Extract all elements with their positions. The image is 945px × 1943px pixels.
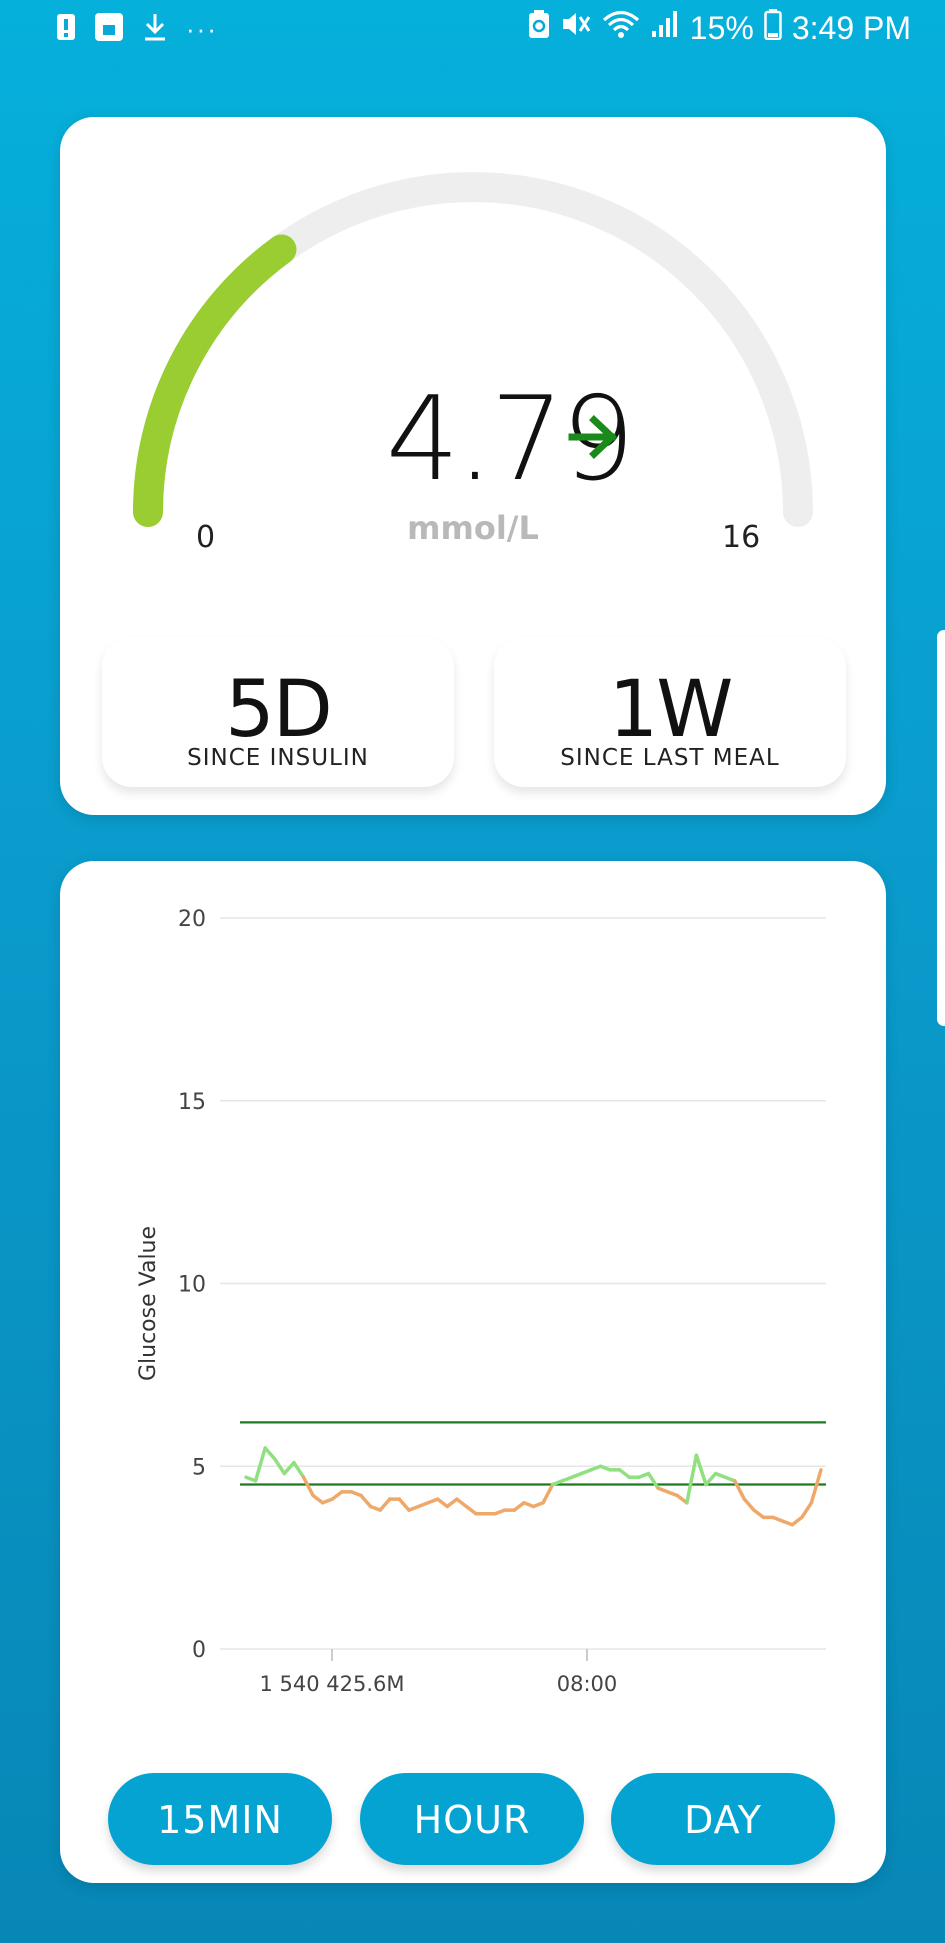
since-insulin-label: SINCE INSULIN (187, 745, 369, 771)
battery-saver-icon (528, 9, 550, 47)
since-meal-label: SINCE LAST MEAL (560, 745, 780, 771)
glucose-line-segment (704, 1471, 718, 1487)
range-15min-button[interactable]: 15MIN (108, 1773, 332, 1865)
glucose-gauge-card: 4.79 mmol/L 0 16 5D SINCE INSULIN 1W SIN… (60, 117, 886, 815)
since-insulin-tile[interactable]: 5D SINCE INSULIN (102, 637, 454, 787)
glucose-gauge (133, 172, 813, 527)
since-meal-value: 1W (608, 665, 734, 755)
edge-panel-handle[interactable] (937, 630, 945, 1026)
since-insulin-value: 5D (225, 665, 333, 755)
glucose-line-segment (263, 1446, 277, 1461)
glucose-line-segment (464, 1504, 478, 1516)
glucose-line-segment (790, 1515, 804, 1527)
y-axis-label: Glucose Value (136, 1226, 161, 1381)
range-hour-button[interactable]: HOUR (360, 1773, 584, 1865)
range-day-button[interactable]: DAY (611, 1773, 835, 1865)
glucose-line-segment (253, 1446, 267, 1483)
signal-icon (650, 9, 680, 47)
glucose-line-segment (397, 1497, 411, 1512)
glucose-line-segment (733, 1479, 747, 1501)
glucose-line-segment (273, 1457, 287, 1476)
glucose-line-segment (809, 1468, 823, 1505)
clock: 3:49 PM (791, 9, 911, 46)
glucose-line-segment (435, 1497, 449, 1509)
glucose-line-segment (752, 1508, 766, 1520)
y-tick-label: 20 (178, 907, 206, 932)
glucose-line-segment (282, 1460, 296, 1476)
glucose-line-segment (541, 1482, 555, 1505)
more-icon: ··· (186, 13, 218, 44)
y-tick-label: 0 (192, 1638, 206, 1663)
battery-icon (764, 8, 782, 48)
glucose-line-segment (378, 1497, 392, 1512)
glucose-chart: 0 5 10 15 20 Glucose Value 1 540 425.6M 08:00 (136, 907, 826, 1696)
glucose-line-segment (685, 1453, 699, 1505)
glucose-line-segment (512, 1501, 526, 1512)
glucose-line-segment (618, 1468, 632, 1479)
since-meal-tile[interactable]: 1W SINCE LAST MEAL (494, 637, 846, 787)
arrow-right-icon (568, 415, 620, 463)
glucose-unit: mmol/L (407, 509, 539, 547)
sim-icon (94, 12, 124, 47)
gauge-fill (133, 234, 297, 527)
glucose-line-segment (675, 1493, 689, 1505)
glucose-line-segment (742, 1497, 756, 1512)
glucose-line-segment (694, 1453, 708, 1487)
glucose-line-segment (646, 1471, 660, 1490)
glucose-line-segment (800, 1501, 814, 1520)
glucose-line-segment (292, 1460, 306, 1479)
glucose-line-segment (455, 1497, 469, 1509)
glucose-chart-card: 0 5 10 15 20 Glucose Value 1 540 425.6M 08:00 1… (60, 861, 886, 1883)
glucose-line-segment (330, 1490, 344, 1501)
x-tick-label: 08:00 (557, 1672, 618, 1696)
y-tick-label: 10 (178, 1273, 206, 1298)
download-icon (142, 12, 168, 47)
alert-icon (56, 13, 76, 46)
gauge-max-label: 16 (722, 520, 761, 555)
glucose-line-segment (301, 1475, 315, 1498)
glucose-line-segment (311, 1493, 325, 1505)
mute-icon (560, 9, 592, 47)
y-tick-label: 15 (178, 1090, 206, 1115)
glucose-line-segment (445, 1497, 459, 1509)
y-tick-label: 5 (192, 1455, 206, 1480)
x-tick-label: 1 540 425.6M (259, 1672, 404, 1696)
gauge-min-label: 0 (196, 520, 216, 555)
status-bar: ··· 15% 3:49 PM (0, 0, 945, 56)
glucose-line-segment (359, 1493, 373, 1509)
battery-percent: 15% (689, 9, 754, 46)
wifi-icon (602, 9, 640, 47)
